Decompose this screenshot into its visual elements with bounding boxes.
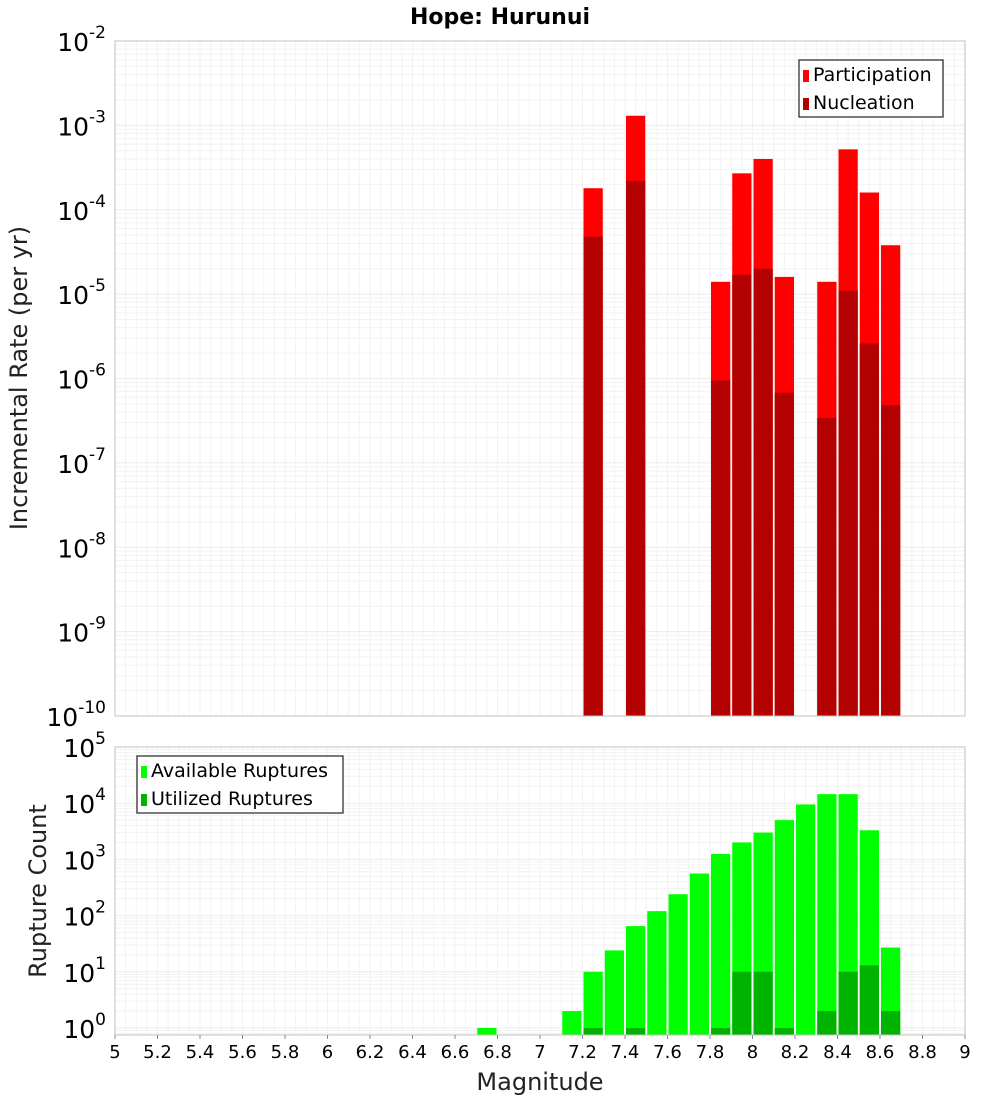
rate-bar-series2 (817, 418, 837, 716)
count-legend-swatch (141, 766, 147, 778)
rate-legend-label: Nucleation (813, 92, 915, 114)
count-y-tick-label: 104 (63, 785, 106, 819)
x-tick-label: 6.8 (483, 1042, 512, 1063)
count-bar-series1 (626, 926, 646, 1035)
x-tick-label: 9 (959, 1042, 970, 1063)
x-tick-label: 5.4 (186, 1042, 215, 1063)
rate-y-tick-label: 10-9 (57, 614, 106, 648)
rate-y-tick-label: 10-8 (57, 529, 106, 563)
x-tick-label: 8.4 (823, 1042, 852, 1063)
rate-bar-series2 (732, 274, 752, 716)
count-bar-series2 (838, 971, 858, 1035)
x-tick-label: 5.6 (228, 1042, 257, 1063)
count-bar-series2 (817, 1011, 837, 1035)
rate-y-tick-label: 10-10 (46, 698, 106, 732)
count-legend: Available Ruptures Utilized Ruptures (136, 755, 344, 814)
rate-legend-swatch (803, 70, 809, 82)
count-bar-series1 (562, 1011, 582, 1035)
x-tick-label: 8.2 (781, 1042, 810, 1063)
count-y-tick-label: 101 (63, 954, 106, 988)
count-y-tick-label: 105 (63, 729, 106, 763)
count-y-tick-label: 100 (63, 1010, 106, 1044)
x-tick-label: 6.6 (441, 1042, 470, 1063)
x-tick-label: 6.4 (398, 1042, 427, 1063)
x-tick-label: 5.8 (271, 1042, 300, 1063)
x-tick-label: 8 (747, 1042, 758, 1063)
count-bar-series1 (817, 794, 837, 1035)
count-bar-series1 (689, 873, 709, 1035)
x-tick-label: 8.6 (866, 1042, 895, 1063)
count-legend-swatch (141, 794, 147, 806)
count-bar-series2 (859, 965, 879, 1035)
count-legend-label: Available Ruptures (151, 760, 328, 782)
rupture-count-plot: 100 101 102 103 104 105 Available Ruptures Util… (63, 729, 970, 1063)
x-tick-label: 7.2 (568, 1042, 597, 1063)
count-bar-series2 (583, 1027, 603, 1035)
x-tick-label: 7.8 (696, 1042, 725, 1063)
x-tick-label: 8.8 (908, 1042, 937, 1063)
x-tick-label: 6.2 (356, 1042, 385, 1063)
rate-plot: 10-10 10-9 10-8 10-7 10-6 10-5 10-4 10-3 10-2 Par… (46, 23, 966, 732)
rate-bar-series2 (711, 380, 731, 716)
x-tick-label: 7.4 (611, 1042, 640, 1063)
rate-y-tick-label: 10-5 (57, 276, 106, 310)
count-bar-series2 (753, 971, 773, 1035)
rate-y-tick-label: 10-7 (57, 445, 106, 479)
rate-legend-box (798, 59, 944, 118)
x-tick-label: 5.2 (143, 1042, 172, 1063)
count-legend-label: Utilized Ruptures (151, 788, 313, 810)
count-legend-box (136, 755, 344, 814)
rate-bar-series2 (838, 290, 858, 716)
count-bar-series2 (626, 1027, 646, 1035)
count-bar-series1 (604, 950, 624, 1035)
rate-legend: Participation Nucleation (798, 59, 944, 118)
x-tick-label: 7.6 (653, 1042, 682, 1063)
rate-y-axis-label: Incremental Rate (per yr) (5, 226, 33, 530)
rate-plot-frame (114, 40, 966, 717)
x-axis-label: Magnitude (476, 1068, 603, 1096)
count-y-axis-label: Rupture Count (24, 804, 52, 978)
count-bar-series2 (881, 1011, 901, 1035)
count-bar-series1 (647, 911, 667, 1035)
count-bar-series1 (711, 853, 731, 1035)
rate-legend-swatch (803, 98, 809, 110)
rate-bar-series2 (626, 180, 646, 717)
rate-bar-series2 (859, 343, 879, 716)
rate-bar-series2 (774, 392, 794, 716)
count-bar-series1 (774, 820, 794, 1035)
count-y-tick-label: 103 (63, 841, 106, 875)
count-bar-series2 (711, 1027, 731, 1035)
rate-y-tick-label: 10-4 (57, 192, 106, 226)
rate-bar-series2 (583, 236, 603, 716)
rate-bar-series2 (881, 405, 901, 716)
chart-title: Hope: Hurunui (410, 5, 590, 30)
count-bar-series1 (668, 894, 688, 1035)
rate-y-tick-label: 10-2 (57, 23, 106, 57)
count-bar-series1 (796, 804, 816, 1035)
count-bar-series1 (583, 971, 603, 1035)
count-bar-series2 (774, 1027, 794, 1035)
rate-y-tick-label: 10-3 (57, 107, 106, 141)
x-tick-label: 6 (322, 1042, 333, 1063)
count-bar-series2 (732, 971, 752, 1035)
count-y-tick-label: 102 (63, 898, 106, 932)
rate-bar-series2 (753, 268, 773, 716)
rate-legend-label: Participation (813, 64, 932, 86)
x-tick-label: 5 (109, 1042, 120, 1063)
x-tick-label: 7 (534, 1042, 545, 1063)
count-bar-series1 (477, 1027, 497, 1035)
rate-y-tick-label: 10-6 (57, 361, 106, 395)
